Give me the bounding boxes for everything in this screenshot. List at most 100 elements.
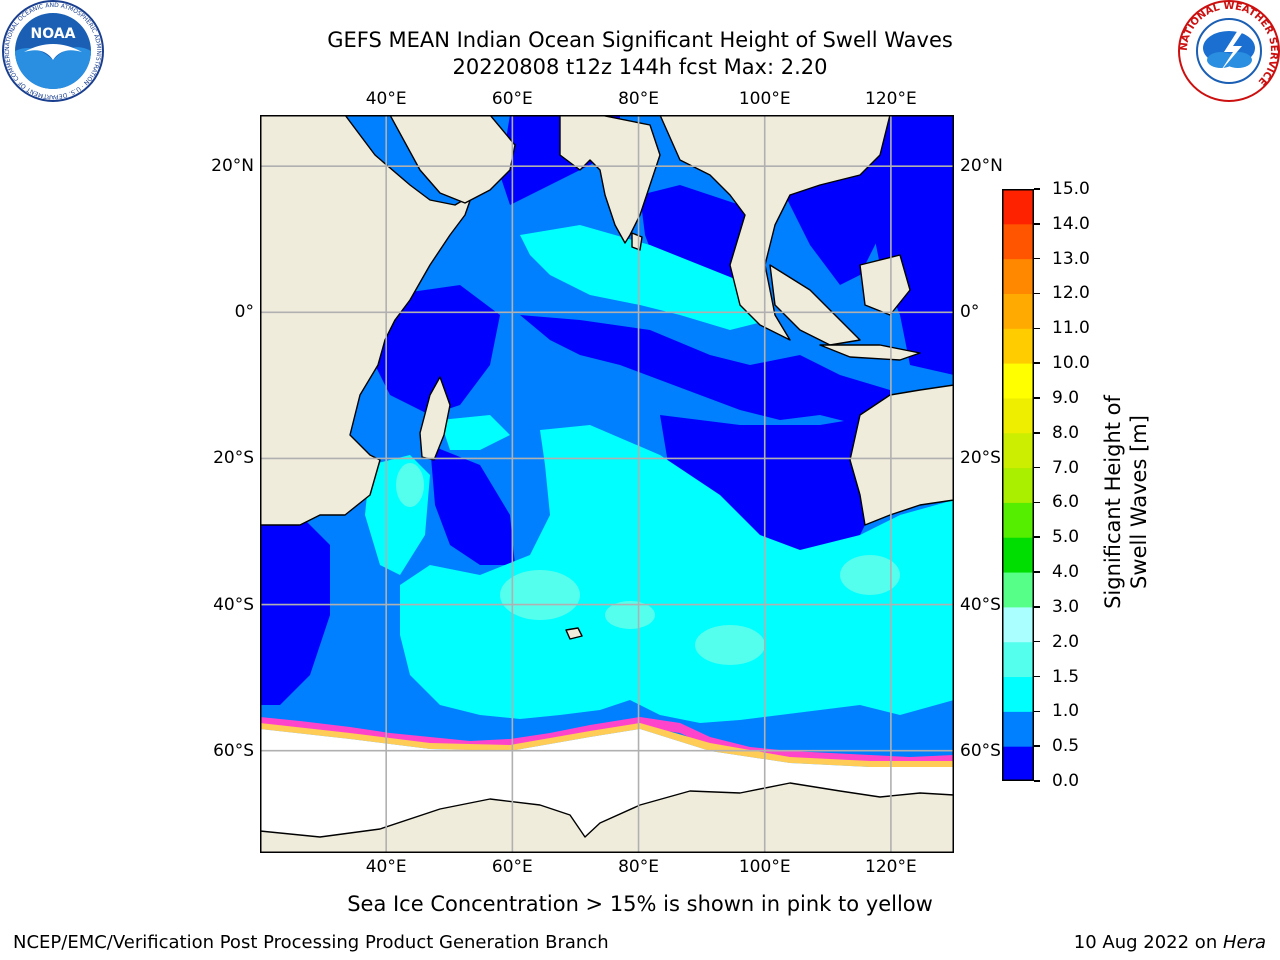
footer-credit: NCEP/EMC/Verification Post Processing Pr… — [13, 932, 609, 953]
land-borneo — [859, 254, 911, 316]
colorbar-segment-12 — [1002, 328, 1034, 364]
lon-tick-top-0: 40°E — [365, 89, 407, 109]
lat-tick-left-4: 60°S — [213, 740, 254, 761]
colorbar-segment-0 — [1002, 746, 1034, 781]
lat-tick-right-3: 40°S — [960, 594, 1001, 615]
colorbar-border — [1002, 189, 1034, 781]
lat-tick-right-4: 60°S — [960, 740, 1001, 761]
lon-tick-top-2: 80°E — [618, 89, 659, 109]
map-border — [260, 115, 954, 853]
land-australia — [849, 384, 954, 526]
map-frame — [260, 115, 954, 853]
colorbar-tick-mark-4 — [1034, 640, 1040, 643]
lat-tick-right-0: 20°N — [960, 156, 1003, 177]
colorbar-tick-16: 14.0 — [1052, 213, 1090, 234]
colorbar-tick-mark-2 — [1034, 710, 1040, 713]
colorbar-segment-16 — [1002, 189, 1034, 225]
noaa-logo: NATIONAL OCEANIC AND ATMOSPHERIC ADMINIS… — [2, 0, 104, 102]
colorbar-segment-11 — [1002, 363, 1034, 399]
colorbar-segment-6 — [1002, 537, 1034, 573]
colorbar-tick-mark-15 — [1034, 257, 1040, 260]
noaa-logo-text: NOAA — [31, 26, 76, 42]
colorbar-segment-5 — [1002, 572, 1034, 608]
colorbar-label: Significant Height of Swell Waves [m] — [1101, 395, 1151, 609]
nws-logo: NATIONAL WEATHER SERVICE — [1178, 0, 1280, 102]
colorbar-tick-mark-10 — [1034, 432, 1040, 434]
land-kerguelen — [565, 627, 583, 640]
colorbar-tick-mark-13 — [1034, 327, 1040, 330]
lon-tick-top-3: 100°E — [738, 89, 791, 109]
footer-date: 10 Aug 2022 on Hera — [1074, 932, 1266, 954]
lon-tick-bottom-4: 120°E — [865, 857, 917, 877]
colorbar-tick-0: 0.0 — [1052, 771, 1080, 791]
lon-tick-bottom-3: 100°E — [738, 857, 791, 877]
colorbar-tick-1: 0.5 — [1052, 736, 1080, 757]
colorbar-segment-10 — [1002, 397, 1034, 434]
gridlines — [260, 115, 954, 853]
swell-low-regions — [260, 115, 954, 705]
lat-tick-left-1: 0° — [234, 302, 254, 323]
swell-high-patches — [396, 463, 900, 665]
land-antarctica — [260, 782, 954, 853]
lon-tick-bottom-0: 40°E — [365, 857, 407, 877]
colorbar-tick-mark-11 — [1034, 397, 1040, 399]
colorbar-tick-6: 4.0 — [1052, 562, 1080, 583]
land-se-asia — [659, 115, 891, 341]
colorbar-tick-8: 6.0 — [1052, 492, 1080, 513]
colorbar-tick-mark-17 — [1034, 188, 1040, 190]
colorbar-tick-mark-12 — [1034, 362, 1040, 364]
colorbar-tick-mark-5 — [1034, 606, 1040, 608]
colorbar-segment-1 — [1002, 711, 1034, 747]
map-title: GEFS MEAN Indian Ocean Significant Heigh… — [327, 28, 953, 52]
colorbar-segment-2 — [1002, 676, 1034, 712]
colorbar-tick-mark-16 — [1034, 223, 1040, 225]
colorbar-tick-mark-3 — [1034, 675, 1040, 678]
sea-ice-note: Sea Ice Concentration > 15% is shown in … — [347, 892, 933, 916]
colorbar-tick-15: 13.0 — [1052, 248, 1090, 269]
colorbar-tick-mark-9 — [1034, 466, 1040, 469]
lat-tick-left-0: 20°N — [211, 156, 254, 177]
footer-machine: Hera — [1222, 932, 1266, 953]
land-arabia — [389, 115, 516, 204]
land-java — [819, 344, 921, 361]
lon-tick-top-4: 120°E — [865, 89, 917, 109]
colorbar-segment-4 — [1002, 606, 1034, 643]
lon-tick-bottom-2: 80°E — [618, 857, 659, 877]
colorbar-tick-3: 1.5 — [1052, 666, 1080, 687]
sea-ice-edge-pink — [260, 717, 954, 767]
colorbar-tick-4: 2.0 — [1052, 631, 1080, 652]
colorbar-segment-8 — [1002, 467, 1034, 503]
colorbar-segment-7 — [1002, 502, 1034, 538]
lon-tick-top-1: 60°E — [491, 89, 533, 109]
colorbar — [1002, 189, 1034, 781]
colorbar-tick-17: 15.0 — [1052, 179, 1090, 199]
colorbar-tick-mark-6 — [1034, 571, 1040, 573]
lat-tick-left-2: 20°S — [213, 448, 254, 469]
colorbar-segment-14 — [1002, 258, 1034, 294]
land-madagascar — [419, 376, 451, 461]
colorbar-tick-mark-14 — [1034, 292, 1040, 295]
swell-mid-regions — [365, 225, 954, 723]
land-africa — [260, 115, 473, 526]
footer-date-text: 10 Aug 2022 on — [1073, 932, 1223, 953]
colorbar-tick-mark-8 — [1034, 501, 1040, 504]
sea-ice-edge-yellow — [260, 723, 954, 767]
colorbar-tick-2: 1.0 — [1052, 701, 1080, 722]
colorbar-tick-14: 12.0 — [1052, 283, 1090, 304]
colorbar-tick-9: 7.0 — [1052, 457, 1080, 478]
colorbar-tick-mark-1 — [1034, 745, 1040, 747]
lat-tick-left-3: 40°S — [213, 594, 254, 615]
lon-tick-bottom-1: 60°E — [491, 857, 533, 877]
colorbar-segment-15 — [1002, 223, 1034, 260]
colorbar-segment-9 — [1002, 432, 1034, 469]
colorbar-tick-mark-0 — [1034, 780, 1040, 782]
lat-tick-right-2: 20°S — [960, 448, 1001, 469]
colorbar-tick-7: 5.0 — [1052, 527, 1080, 548]
colorbar-tick-10: 8.0 — [1052, 422, 1080, 443]
colorbar-tick-11: 9.0 — [1052, 387, 1080, 408]
map-subtitle: 20220808 t12z 144h fcst Max: 2.20 — [452, 55, 828, 79]
colorbar-tick-5: 3.0 — [1052, 596, 1080, 617]
colorbar-tick-12: 10.0 — [1052, 353, 1090, 374]
land-sumatra — [769, 264, 861, 346]
colorbar-tick-13: 11.0 — [1052, 318, 1090, 339]
